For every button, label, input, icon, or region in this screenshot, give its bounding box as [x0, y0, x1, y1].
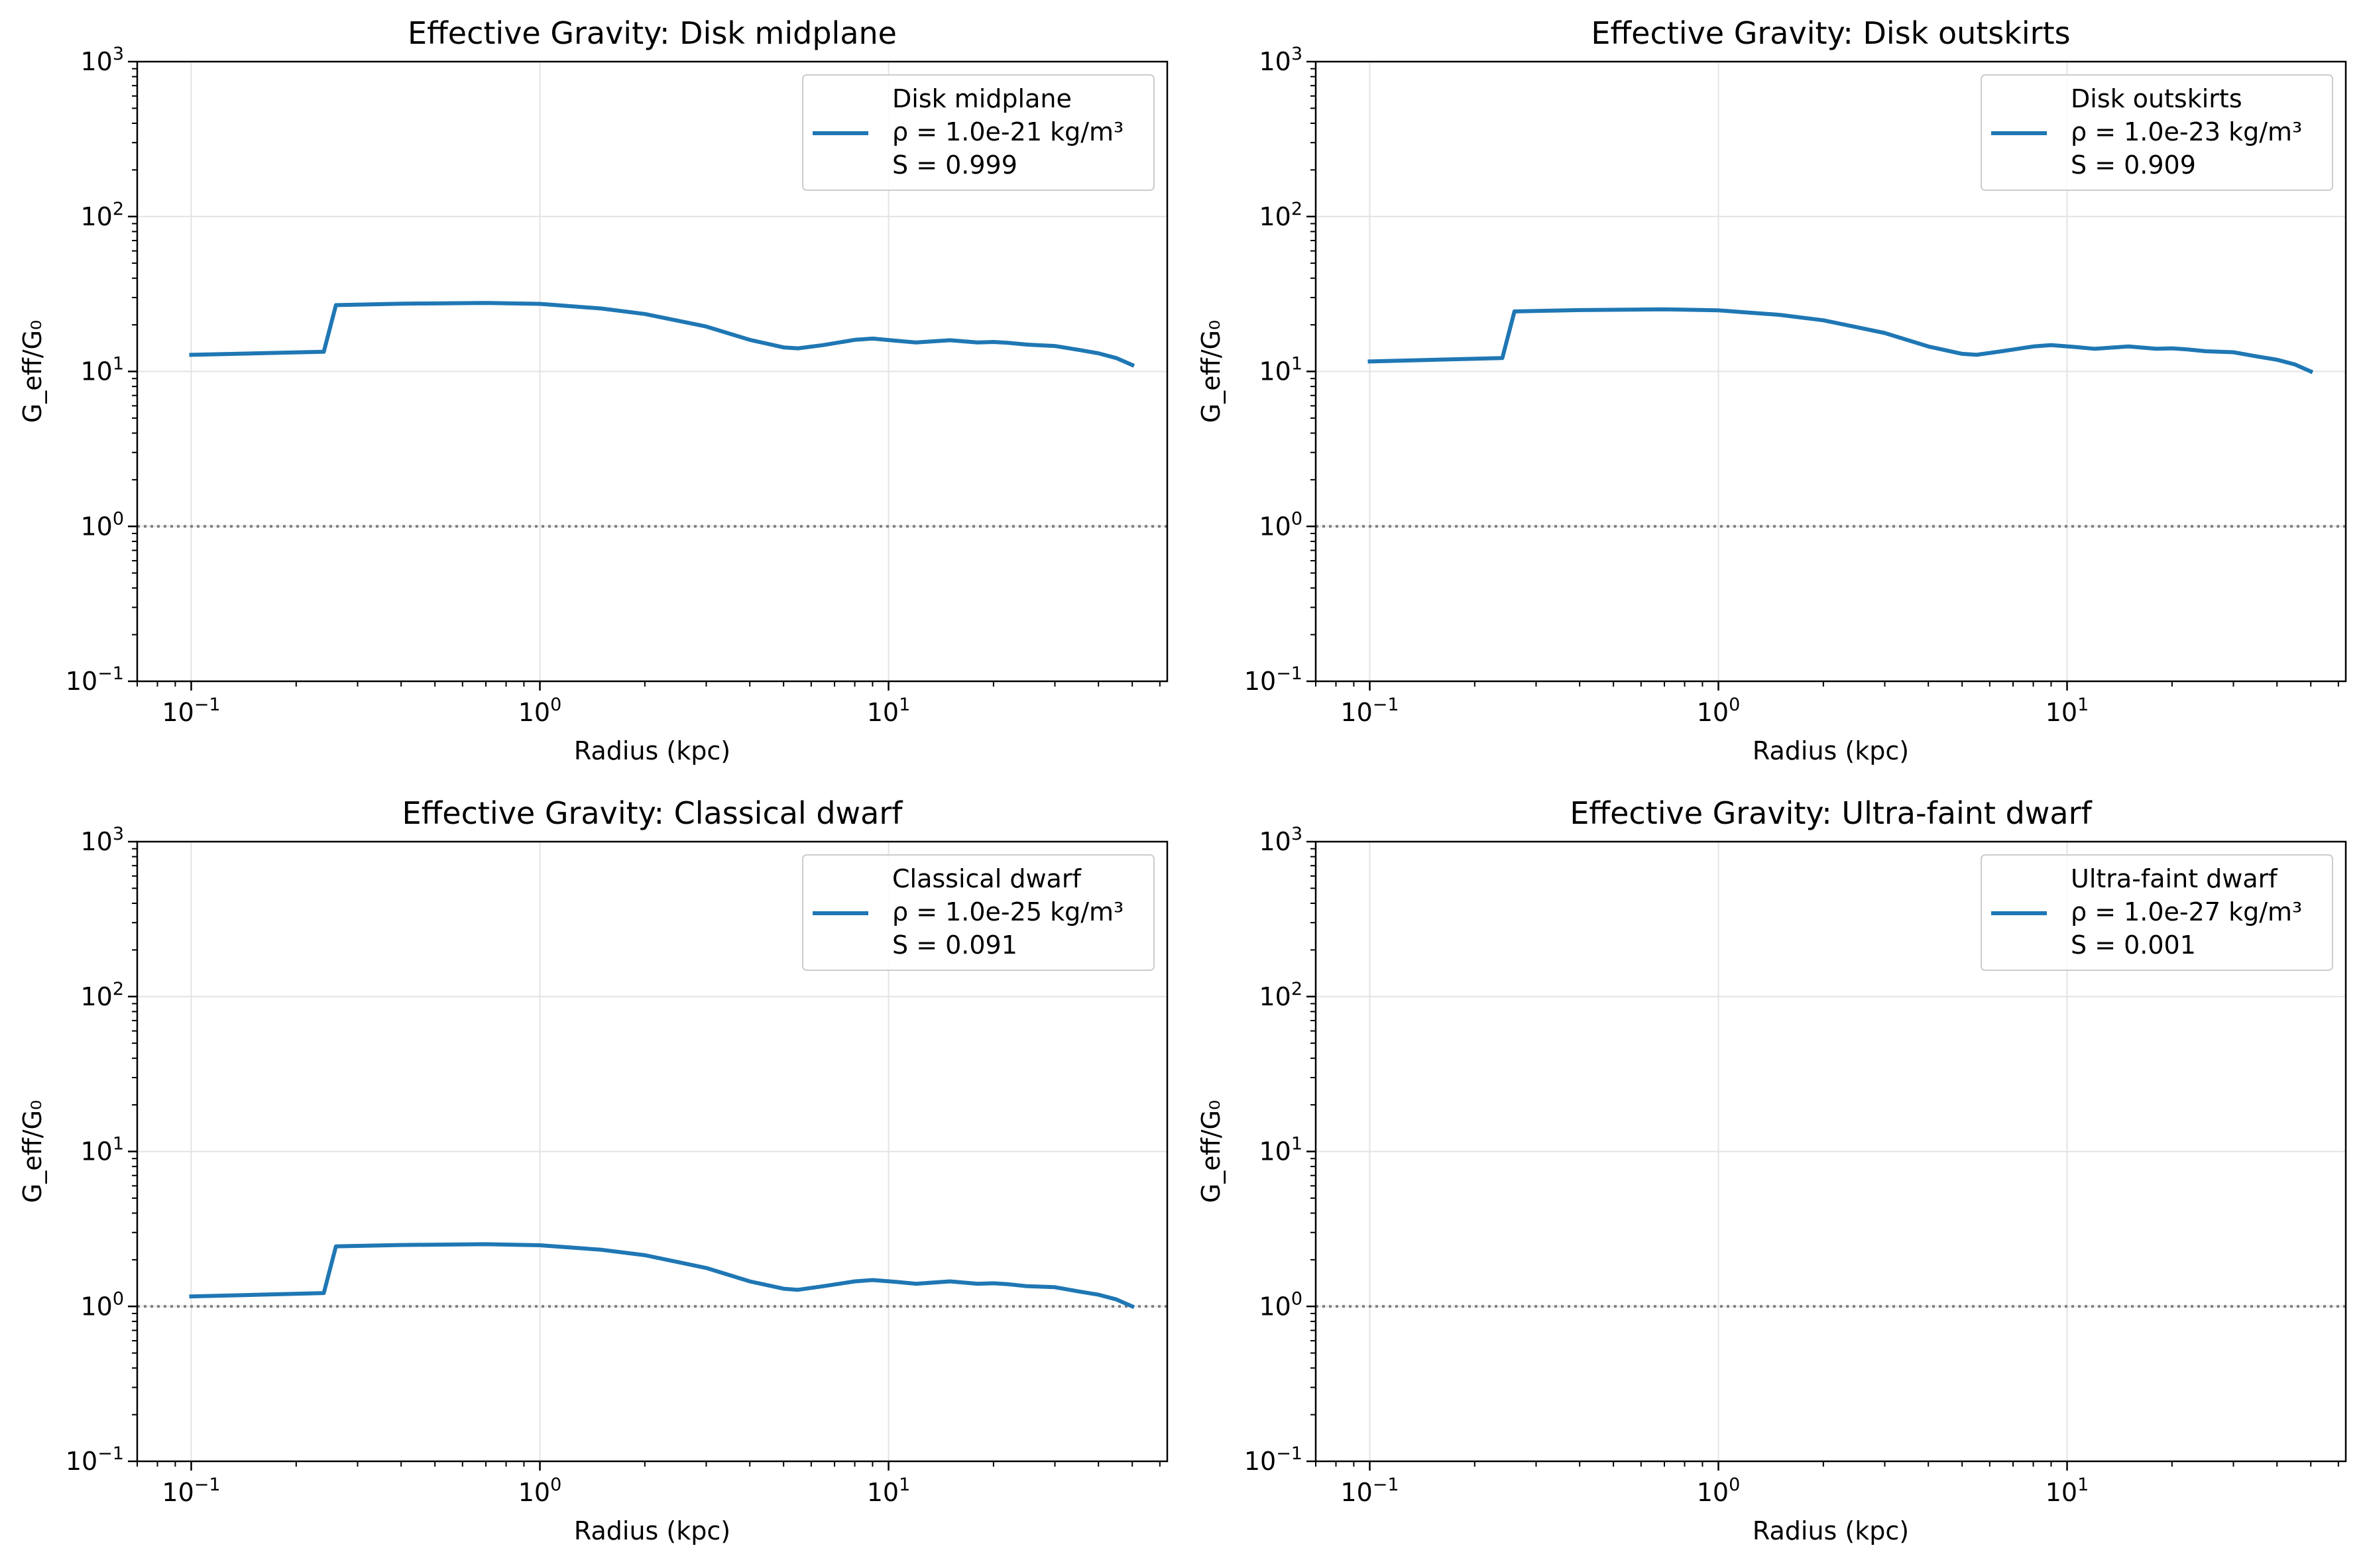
- x-tick-label: 101: [867, 1475, 911, 1507]
- chart-panel-2: 10−1 100 101 10−1 100 101 102 103 Effective Grav…: [1196, 15, 2347, 765]
- y-tick-label: 103: [80, 824, 124, 856]
- y-tick-label: 102: [1259, 199, 1302, 231]
- y-tick-label: 10−1: [1244, 663, 1302, 696]
- y-tick-label: 100: [80, 508, 124, 541]
- chart-title: Effective Gravity: Classical dwarf: [402, 795, 904, 831]
- legend: Disk outskirts ρ = 1.0e-23 kg/m³ S = 0.909: [1981, 74, 2333, 191]
- legend-label-line-2: ρ = 1.0e-25 kg/m³: [892, 897, 1124, 926]
- legend-label-line-1: Disk outskirts: [2071, 84, 2242, 113]
- y-tick-label: 103: [1259, 44, 1302, 76]
- x-tick-label: 100: [1697, 695, 1741, 727]
- series-line-1: [1367, 307, 2314, 374]
- chart-panel-3: 10−1 100 101 10−1 100 101 102 103 Effective Grav…: [18, 795, 1169, 1545]
- x-axis-label: Radius (kpc): [1753, 1516, 1909, 1545]
- x-tick-label: 10−1: [1340, 1475, 1399, 1507]
- legend-label-line-1: Classical dwarf: [892, 864, 1082, 893]
- y-tick-label: 101: [1259, 1134, 1302, 1166]
- x-tick-label: 10−1: [162, 1475, 220, 1507]
- y-tick-label: 10−1: [1244, 1443, 1302, 1476]
- legend-box: [1981, 74, 2333, 191]
- y-tick-label: 101: [80, 354, 124, 386]
- y-tick-label: 102: [80, 199, 124, 231]
- y-tick-label: 103: [80, 44, 124, 76]
- legend-box: [1981, 854, 2333, 971]
- legend-label-line-3: S = 0.091: [892, 930, 1017, 960]
- y-tick-label: 102: [80, 979, 124, 1011]
- legend-label-line-3: S = 0.909: [2071, 150, 2196, 180]
- series-line-1: [189, 1242, 1135, 1310]
- y-tick-label: 103: [1259, 824, 1302, 856]
- x-tick-label: 101: [867, 695, 911, 727]
- legend: Classical dwarf ρ = 1.0e-25 kg/m³ S = 0.09…: [802, 854, 1155, 971]
- x-axis-label: Radius (kpc): [1753, 736, 1909, 765]
- y-axis-label: G_eff/G₀: [1196, 1100, 1226, 1204]
- legend-box: [802, 854, 1155, 971]
- x-axis-label: Radius (kpc): [574, 1516, 730, 1545]
- legend-label-line-3: S = 0.999: [892, 150, 1017, 180]
- series-line-1: [189, 301, 1135, 368]
- y-tick-label: 101: [1259, 354, 1302, 386]
- chart-title: Effective Gravity: Ultra-faint dwarf: [1570, 795, 2093, 831]
- chart-panel-1: 10−1 100 101 10−1 100 101 102 103 Effective Grav…: [18, 15, 1169, 765]
- y-axis-label: G_eff/G₀: [1196, 320, 1226, 423]
- y-tick-label: 100: [80, 1288, 124, 1321]
- x-tick-label: 101: [2046, 695, 2089, 727]
- y-tick-label: 100: [1259, 1288, 1302, 1321]
- x-tick-label: 101: [2046, 1475, 2089, 1507]
- x-axis-label: Radius (kpc): [574, 736, 730, 765]
- legend-box: [802, 74, 1155, 191]
- x-tick-label: 100: [1697, 1475, 1741, 1507]
- y-tick-label: 100: [1259, 508, 1302, 541]
- y-tick-label: 10−1: [66, 663, 124, 696]
- y-axis-label: G_eff/G₀: [18, 320, 47, 423]
- legend-label-line-2: ρ = 1.0e-21 kg/m³: [892, 117, 1124, 146]
- legend: Disk midplane ρ = 1.0e-21 kg/m³ S = 0.999: [802, 74, 1155, 191]
- legend-label-line-3: S = 0.001: [2071, 930, 2196, 960]
- y-tick-label: 101: [80, 1134, 124, 1166]
- x-tick-label: 100: [518, 1475, 562, 1507]
- y-tick-label: 10−1: [66, 1443, 124, 1476]
- y-axis-label: G_eff/G₀: [18, 1100, 47, 1204]
- y-tick-label: 102: [1259, 979, 1302, 1011]
- legend-label-line-1: Ultra-faint dwarf: [2071, 864, 2278, 893]
- legend-label-line-2: ρ = 1.0e-27 kg/m³: [2071, 897, 2302, 926]
- chart-title: Effective Gravity: Disk outskirts: [1591, 15, 2070, 51]
- x-tick-label: 100: [518, 695, 562, 727]
- chart-panel-4: 10−1 100 101 10−1 100 101 102 103 Effective Grav…: [1196, 795, 2347, 1545]
- legend-label-line-1: Disk midplane: [892, 84, 1072, 113]
- chart-title: Effective Gravity: Disk midplane: [408, 15, 897, 51]
- x-tick-label: 10−1: [162, 695, 220, 727]
- legend-label-line-2: ρ = 1.0e-23 kg/m³: [2071, 117, 2302, 146]
- x-tick-label: 10−1: [1340, 695, 1399, 727]
- legend: Ultra-faint dwarf ρ = 1.0e-27 kg/m³ S = 0.…: [1981, 854, 2333, 971]
